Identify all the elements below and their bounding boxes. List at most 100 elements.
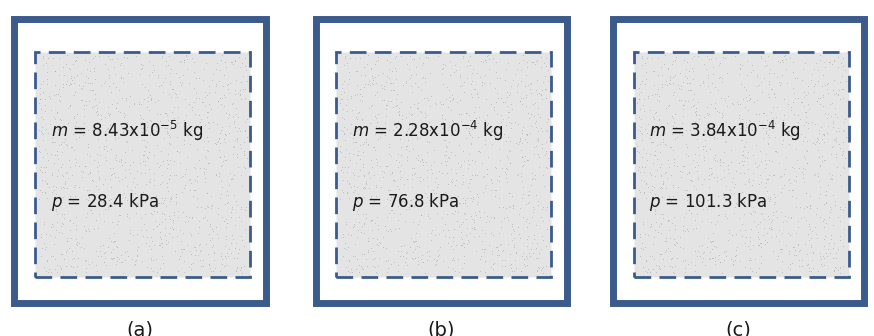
Point bbox=[440, 84, 454, 89]
Point bbox=[67, 147, 81, 152]
Point bbox=[762, 172, 776, 177]
Point bbox=[101, 245, 115, 250]
Point bbox=[752, 112, 766, 117]
Point bbox=[762, 127, 776, 132]
Point bbox=[817, 224, 831, 229]
Point bbox=[705, 255, 719, 260]
Point bbox=[83, 170, 97, 175]
Point bbox=[811, 79, 825, 84]
Point bbox=[142, 59, 156, 64]
Point bbox=[642, 108, 656, 113]
Point bbox=[815, 136, 829, 141]
Point bbox=[829, 115, 843, 120]
Point bbox=[501, 166, 515, 171]
Point bbox=[101, 197, 115, 203]
Point bbox=[777, 122, 791, 127]
Point bbox=[191, 230, 205, 236]
Point bbox=[163, 198, 177, 204]
Point bbox=[357, 81, 371, 86]
Point bbox=[227, 256, 241, 261]
Point bbox=[436, 81, 450, 86]
Point bbox=[444, 243, 458, 248]
Point bbox=[205, 235, 219, 241]
Point bbox=[418, 75, 432, 81]
Text: (b): (b) bbox=[427, 320, 455, 336]
Text: $\mathit{p}$ = 76.8 kPa: $\mathit{p}$ = 76.8 kPa bbox=[352, 192, 460, 213]
Point bbox=[36, 79, 50, 84]
Point bbox=[653, 142, 667, 147]
Point bbox=[167, 172, 181, 177]
Point bbox=[524, 246, 538, 251]
Point bbox=[106, 123, 120, 128]
Point bbox=[73, 130, 87, 136]
Point bbox=[177, 269, 191, 275]
Point bbox=[658, 236, 672, 241]
Point bbox=[225, 207, 239, 212]
Point bbox=[103, 165, 117, 171]
Point bbox=[202, 90, 216, 96]
Point bbox=[649, 148, 662, 153]
Point bbox=[808, 231, 822, 237]
Point bbox=[704, 57, 718, 62]
Point bbox=[636, 264, 650, 269]
Point bbox=[411, 100, 425, 105]
Point bbox=[746, 99, 760, 104]
Point bbox=[539, 207, 553, 212]
Point bbox=[465, 95, 479, 100]
Point bbox=[218, 216, 232, 222]
Point bbox=[54, 164, 68, 170]
Point bbox=[653, 185, 667, 191]
Point bbox=[150, 112, 164, 117]
Point bbox=[681, 194, 695, 199]
Point bbox=[643, 254, 657, 259]
Point bbox=[494, 241, 508, 246]
Point bbox=[536, 79, 550, 84]
Point bbox=[335, 96, 349, 101]
Point bbox=[402, 206, 416, 212]
Point bbox=[179, 53, 193, 58]
Point bbox=[456, 244, 470, 250]
Point bbox=[212, 147, 226, 153]
Point bbox=[363, 120, 377, 126]
Point bbox=[228, 137, 242, 143]
Point bbox=[688, 249, 702, 254]
Point bbox=[109, 100, 123, 105]
Point bbox=[630, 149, 644, 154]
Point bbox=[810, 98, 824, 103]
Point bbox=[102, 73, 116, 78]
Point bbox=[718, 211, 732, 217]
Point bbox=[191, 179, 205, 184]
Point bbox=[682, 171, 696, 176]
Point bbox=[458, 198, 472, 203]
Point bbox=[105, 101, 119, 107]
Point bbox=[789, 253, 803, 258]
Point bbox=[63, 193, 77, 199]
Point bbox=[43, 233, 57, 238]
Point bbox=[344, 95, 358, 101]
Point bbox=[90, 112, 104, 118]
Point bbox=[346, 135, 360, 141]
Point bbox=[429, 258, 443, 263]
Point bbox=[54, 252, 68, 257]
Point bbox=[448, 209, 462, 214]
Point bbox=[671, 130, 685, 136]
Point bbox=[76, 132, 90, 137]
Point bbox=[166, 217, 180, 222]
Point bbox=[396, 82, 410, 87]
Point bbox=[135, 125, 149, 130]
Point bbox=[36, 62, 50, 67]
Point bbox=[446, 211, 460, 216]
Point bbox=[154, 82, 168, 88]
Point bbox=[704, 203, 718, 208]
Point bbox=[742, 258, 756, 263]
Point bbox=[833, 206, 847, 211]
Point bbox=[816, 202, 830, 207]
Point bbox=[711, 212, 725, 217]
Point bbox=[743, 96, 757, 101]
Point bbox=[514, 136, 528, 142]
Point bbox=[471, 95, 485, 100]
Point bbox=[811, 67, 825, 73]
Point bbox=[538, 264, 552, 269]
Point bbox=[822, 124, 836, 129]
Point bbox=[406, 219, 420, 224]
